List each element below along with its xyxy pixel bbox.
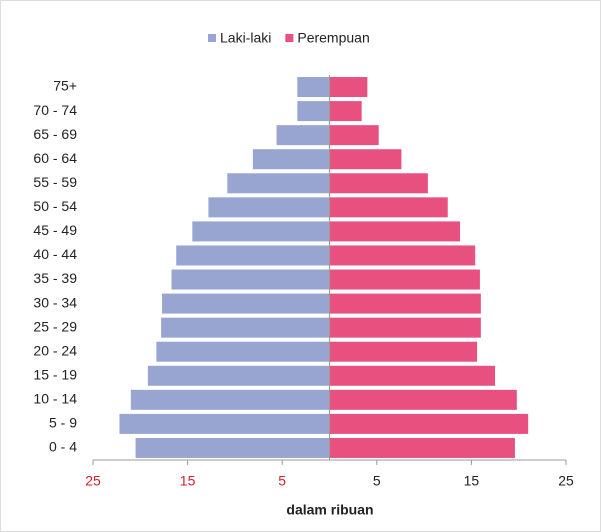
bar — [329, 413, 529, 434]
x-tick-label: 25 — [85, 473, 101, 489]
bar — [171, 269, 330, 290]
y-tick-label: 55 - 59 — [33, 174, 77, 190]
bar — [208, 197, 330, 218]
bar — [329, 149, 402, 170]
bar — [329, 365, 496, 386]
bar — [276, 125, 330, 146]
y-tick-label: 35 - 39 — [33, 270, 77, 286]
bar — [329, 389, 517, 410]
legend-label: Laki-laki — [220, 30, 271, 46]
bar — [147, 365, 330, 386]
bar — [227, 173, 330, 194]
bar — [329, 101, 362, 122]
bar — [329, 317, 481, 338]
legend-swatch — [208, 34, 216, 42]
y-tick-label: 25 - 29 — [33, 318, 77, 334]
x-tick-label: 5 — [278, 473, 286, 489]
bar — [329, 197, 448, 218]
bar — [297, 77, 330, 98]
bar — [329, 77, 368, 98]
bar — [176, 245, 330, 266]
bar — [329, 269, 480, 290]
bar — [162, 293, 330, 314]
bar — [329, 125, 379, 146]
legend-swatch — [285, 34, 294, 42]
y-tick-label: 10 - 14 — [33, 391, 77, 407]
y-tick-label: 65 - 69 — [33, 126, 77, 142]
bar — [297, 101, 330, 122]
x-axis-title: dalam ribuan — [286, 502, 373, 518]
y-tick-label: 75+ — [53, 78, 77, 94]
bar — [161, 317, 330, 338]
y-tick-label: 5 - 9 — [49, 415, 77, 431]
bar — [156, 341, 330, 362]
x-tick-label: 15 — [464, 473, 480, 489]
y-tick-label: 30 - 34 — [33, 294, 77, 310]
x-tick-label: 5 — [373, 473, 381, 489]
bar — [329, 221, 461, 242]
bar — [329, 437, 515, 458]
x-tick-label: 15 — [180, 473, 196, 489]
bar — [119, 413, 330, 434]
y-tick-label: 0 - 4 — [49, 439, 77, 455]
bar — [329, 341, 478, 362]
bar — [135, 437, 330, 458]
bar — [329, 245, 476, 266]
bar — [329, 293, 481, 314]
y-tick-label: 20 - 24 — [33, 342, 77, 358]
y-tick-label: 45 - 49 — [33, 222, 77, 238]
legend-label: Perempuan — [297, 30, 369, 46]
bar — [130, 389, 330, 410]
y-tick-label: 15 - 19 — [33, 366, 77, 382]
bar — [252, 149, 330, 170]
y-tick-label: 40 - 44 — [33, 246, 77, 262]
y-tick-label: 50 - 54 — [33, 198, 77, 214]
bar — [329, 173, 428, 194]
y-tick-label: 70 - 74 — [33, 102, 77, 118]
x-tick-label: 25 — [558, 473, 574, 489]
y-tick-label: 60 - 64 — [33, 150, 77, 166]
bar — [192, 221, 330, 242]
